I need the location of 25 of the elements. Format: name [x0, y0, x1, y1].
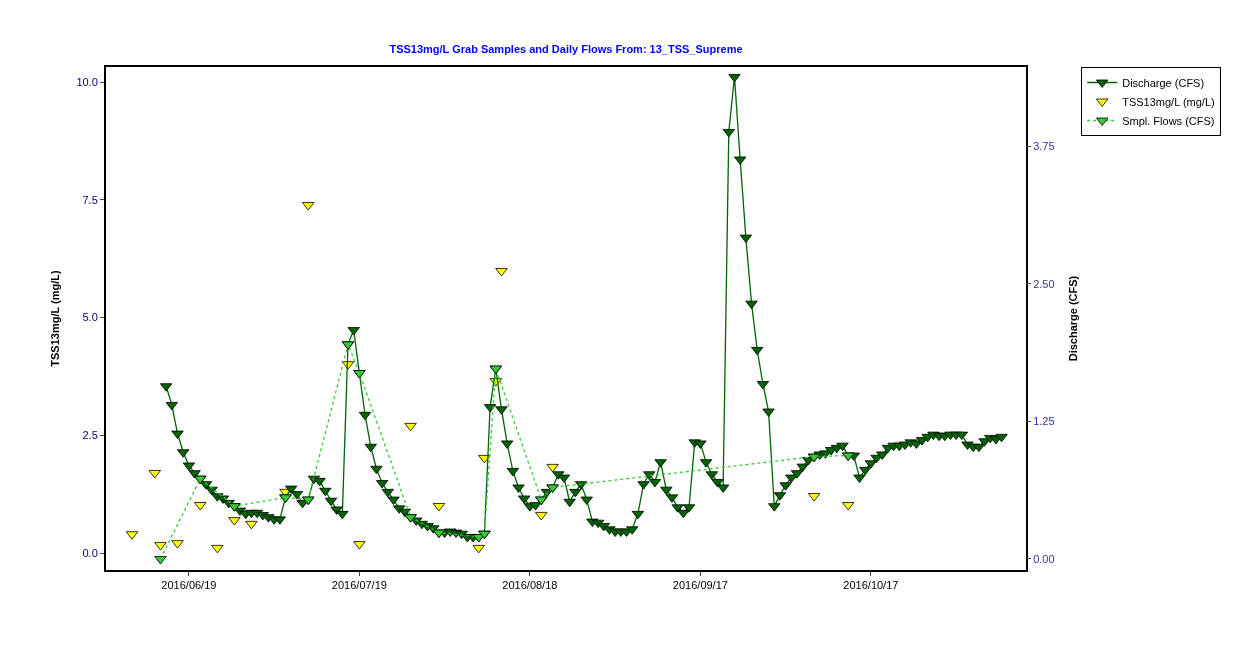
y2-axis-title: Discharge (CFS)	[1066, 275, 1079, 362]
point	[245, 520, 258, 530]
y2-tick-label: 3.75	[1033, 140, 1055, 153]
y-tick-label: 2.5	[82, 429, 98, 442]
point	[472, 544, 485, 554]
point	[546, 463, 559, 473]
legend-label: Smpl. Flows (CFS)	[1122, 114, 1215, 127]
y-tick-label: 10.0	[76, 75, 98, 88]
y-tick-label: 0.0	[82, 546, 98, 559]
y-tick-label: 7.5	[82, 193, 98, 206]
y2-tick-label: 1.25	[1033, 415, 1055, 428]
y2-tick-label: 2.50	[1033, 277, 1055, 290]
legend-label: TSS13mg/L (mg/L)	[1122, 95, 1215, 108]
x-tick-label: 2016/09/17	[672, 579, 728, 592]
x-tick-label: 2016/10/17	[843, 579, 899, 592]
x-tick-label: 2016/07/19	[331, 579, 387, 592]
y-tick-label: 5.0	[82, 311, 98, 324]
point	[404, 422, 417, 432]
x-tick-label: 2016/06/19	[161, 579, 217, 592]
point	[211, 544, 224, 554]
y2-tick-label: 0.00	[1033, 552, 1055, 565]
legend-label: Discharge (CFS)	[1122, 76, 1205, 89]
x-tick-label: 2016/08/18	[502, 579, 558, 592]
y-axis-title: TSS13mg/L (mg/L)	[48, 269, 61, 367]
chart-title: TSS13mg/L Grab Samples and Daily Flows From: 13_TSS_Supreme	[389, 42, 743, 55]
